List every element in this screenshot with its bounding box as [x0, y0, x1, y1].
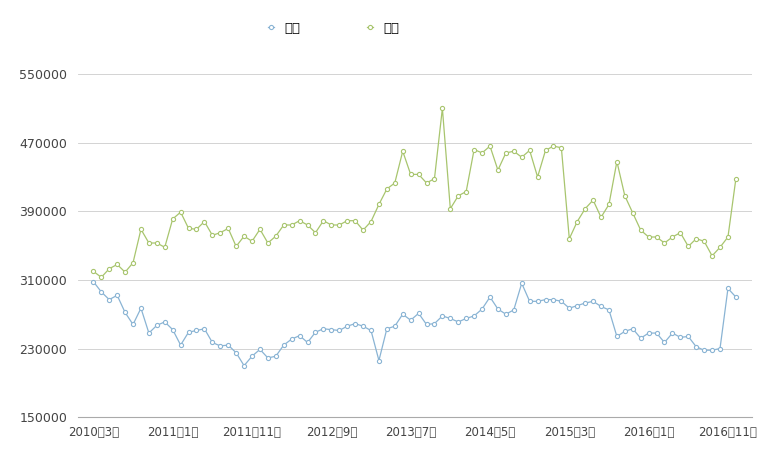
Line: 輸入: 輸入 — [91, 106, 738, 279]
輸出 — [88, 279, 98, 284]
輸入 — [732, 176, 741, 182]
輸出 — [398, 311, 408, 317]
輸入 — [97, 274, 106, 280]
輸入 — [604, 201, 614, 207]
輸出 — [732, 294, 741, 300]
輸出 — [597, 304, 606, 310]
輸出 — [239, 363, 249, 368]
Legend: 輸出, 輸入: 輸出, 輸入 — [262, 17, 405, 40]
輸出 — [612, 334, 622, 339]
輸入 — [438, 106, 447, 111]
輸出 — [247, 354, 257, 359]
輸出 — [279, 342, 288, 348]
輸入 — [279, 222, 288, 228]
輸入 — [398, 148, 408, 154]
輸入 — [271, 233, 281, 239]
輸入 — [88, 268, 98, 274]
輸入 — [247, 238, 257, 244]
輸入 — [620, 193, 629, 199]
輸出 — [271, 354, 281, 359]
Line: 輸出: 輸出 — [91, 280, 738, 368]
